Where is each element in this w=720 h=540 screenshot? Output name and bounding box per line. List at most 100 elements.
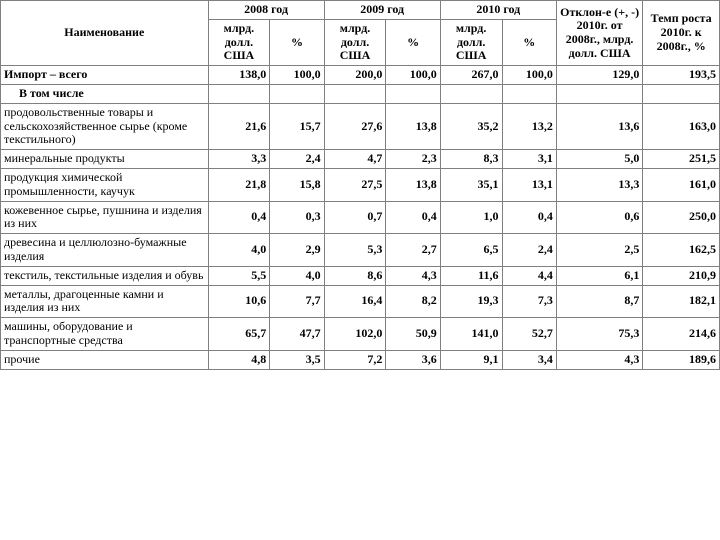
cell bbox=[440, 84, 502, 103]
cell: 129,0 bbox=[556, 66, 642, 85]
cell: 50,9 bbox=[386, 318, 440, 351]
header-2010: 2010 год bbox=[440, 1, 556, 20]
cell: 8,6 bbox=[324, 266, 386, 285]
cell: 2,4 bbox=[270, 150, 324, 169]
row-label: минеральные продукты bbox=[1, 150, 209, 169]
cell: 13,8 bbox=[386, 168, 440, 201]
cell: 162,5 bbox=[643, 234, 720, 267]
row-label: продукция химической промышленности, кау… bbox=[1, 168, 209, 201]
row-label: текстиль, текстильные изделия и обувь bbox=[1, 266, 209, 285]
cell: 4,4 bbox=[502, 266, 556, 285]
table-row: текстиль, текстильные изделия и обувь 5,… bbox=[1, 266, 720, 285]
table-row: металлы, драгоценные камни и изделия из … bbox=[1, 285, 720, 318]
cell bbox=[556, 84, 642, 103]
cell: 0,3 bbox=[270, 201, 324, 234]
row-label: древесина и целлюлозно-бумажные изделия bbox=[1, 234, 209, 267]
table-row: минеральные продукты 3,3 2,4 4,7 2,3 8,3… bbox=[1, 150, 720, 169]
cell: 5,0 bbox=[556, 150, 642, 169]
cell: 21,6 bbox=[208, 103, 270, 149]
cell: 27,5 bbox=[324, 168, 386, 201]
cell: 8,7 bbox=[556, 285, 642, 318]
sub-2008-pct: % bbox=[270, 19, 324, 65]
cell: 193,5 bbox=[643, 66, 720, 85]
cell: 0,4 bbox=[502, 201, 556, 234]
cell: 47,7 bbox=[270, 318, 324, 351]
cell: 161,0 bbox=[643, 168, 720, 201]
cell: 250,0 bbox=[643, 201, 720, 234]
cell: 7,7 bbox=[270, 285, 324, 318]
cell bbox=[208, 84, 270, 103]
cell: 13,1 bbox=[502, 168, 556, 201]
cell: 15,7 bbox=[270, 103, 324, 149]
row-label: машины, оборудование и транспортные сред… bbox=[1, 318, 209, 351]
cell: 100,0 bbox=[270, 66, 324, 85]
cell bbox=[386, 84, 440, 103]
cell: 6,1 bbox=[556, 266, 642, 285]
sub-2010-pct: % bbox=[502, 19, 556, 65]
table-row: древесина и целлюлозно-бумажные изделия … bbox=[1, 234, 720, 267]
cell: 15,8 bbox=[270, 168, 324, 201]
cell: 27,6 bbox=[324, 103, 386, 149]
cell: 5,3 bbox=[324, 234, 386, 267]
cell: 163,0 bbox=[643, 103, 720, 149]
cell: 200,0 bbox=[324, 66, 386, 85]
cell: 3,1 bbox=[502, 150, 556, 169]
cell: 4,3 bbox=[386, 266, 440, 285]
cell: 13,3 bbox=[556, 168, 642, 201]
table-row: кожевенное сырье, пушнина и изделия из н… bbox=[1, 201, 720, 234]
header-2009: 2009 год bbox=[324, 1, 440, 20]
table-row: продовольственные товары и сельскохозяйс… bbox=[1, 103, 720, 149]
cell: 4,0 bbox=[208, 234, 270, 267]
cell: 3,5 bbox=[270, 350, 324, 369]
cell: 13,6 bbox=[556, 103, 642, 149]
cell: 10,6 bbox=[208, 285, 270, 318]
cell: 6,5 bbox=[440, 234, 502, 267]
row-label: кожевенное сырье, пушнина и изделия из н… bbox=[1, 201, 209, 234]
cell: 4,0 bbox=[270, 266, 324, 285]
cell: 35,2 bbox=[440, 103, 502, 149]
cell bbox=[270, 84, 324, 103]
cell bbox=[502, 84, 556, 103]
cell: 8,2 bbox=[386, 285, 440, 318]
cell: 2,7 bbox=[386, 234, 440, 267]
cell: 4,8 bbox=[208, 350, 270, 369]
sub-2008-val: млрд. долл. США bbox=[208, 19, 270, 65]
cell: 100,0 bbox=[502, 66, 556, 85]
cell: 102,0 bbox=[324, 318, 386, 351]
cell: 3,4 bbox=[502, 350, 556, 369]
cell: 7,2 bbox=[324, 350, 386, 369]
table-row: прочие 4,8 3,5 7,2 3,6 9,1 3,4 4,3 189,6 bbox=[1, 350, 720, 369]
cell: 13,2 bbox=[502, 103, 556, 149]
cell bbox=[643, 84, 720, 103]
row-label: В том числе bbox=[1, 84, 209, 103]
cell: 9,1 bbox=[440, 350, 502, 369]
table-row: продукция химической промышленности, кау… bbox=[1, 168, 720, 201]
cell: 5,5 bbox=[208, 266, 270, 285]
cell: 141,0 bbox=[440, 318, 502, 351]
cell: 75,3 bbox=[556, 318, 642, 351]
sub-2009-pct: % bbox=[386, 19, 440, 65]
header-name: Наименование bbox=[1, 1, 209, 66]
row-label: прочие bbox=[1, 350, 209, 369]
header-dev: Отклон-е (+, -) 2010г. от 2008г., млрд. … bbox=[556, 1, 642, 66]
table-row: Импорт – всего 138,0 100,0 200,0 100,0 2… bbox=[1, 66, 720, 85]
cell: 7,3 bbox=[502, 285, 556, 318]
cell: 3,6 bbox=[386, 350, 440, 369]
cell: 251,5 bbox=[643, 150, 720, 169]
cell: 0,4 bbox=[386, 201, 440, 234]
cell: 2,3 bbox=[386, 150, 440, 169]
header-2008: 2008 год bbox=[208, 1, 324, 20]
cell: 65,7 bbox=[208, 318, 270, 351]
cell bbox=[324, 84, 386, 103]
cell: 16,4 bbox=[324, 285, 386, 318]
cell: 2,5 bbox=[556, 234, 642, 267]
cell: 1,0 bbox=[440, 201, 502, 234]
cell: 2,4 bbox=[502, 234, 556, 267]
sub-2009-val: млрд. долл. США bbox=[324, 19, 386, 65]
cell: 182,1 bbox=[643, 285, 720, 318]
cell: 35,1 bbox=[440, 168, 502, 201]
cell: 13,8 bbox=[386, 103, 440, 149]
cell: 267,0 bbox=[440, 66, 502, 85]
cell: 210,9 bbox=[643, 266, 720, 285]
cell: 0,6 bbox=[556, 201, 642, 234]
